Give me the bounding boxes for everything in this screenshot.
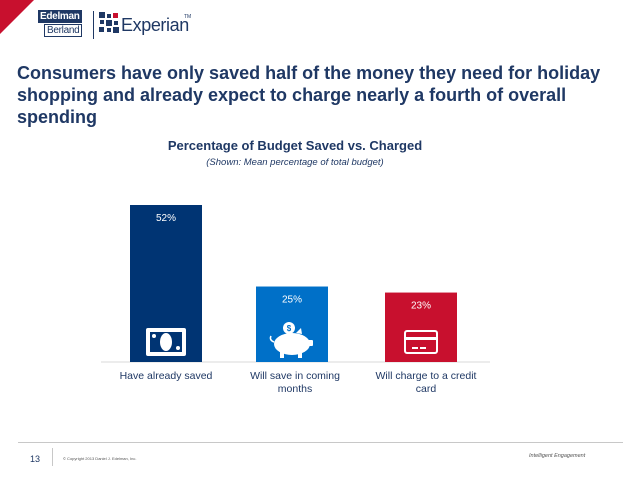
edelman-berland-logo: Edelman Berland [38,10,86,40]
chart-title: Percentage of Budget Saved vs. Charged [167,138,423,153]
category-label-will-charge: Will charge to a credit card [375,370,477,395]
category-label-will-save: Will save in coming months [250,370,340,395]
edelman-logo-text: Edelman [38,10,82,23]
experian-trademark: TM [184,14,192,20]
category-label-have-saved: Have already saved [119,370,213,382]
bar-value-label-1: 52% [156,213,176,224]
page-number-divider [52,448,53,466]
berland-logo-text: Berland [44,24,83,37]
logo-divider [93,11,94,39]
corner-accent [0,0,34,34]
footer-rule [18,442,623,443]
credit-card-icon [404,330,438,354]
cash-icon [146,328,186,356]
experian-mark-icon [99,12,119,33]
svg-text:$: $ [287,324,292,333]
slide-headline: Consumers have only saved half of the mo… [17,63,601,127]
footer-tagline: Intelligent Engagement [529,453,586,459]
page-number: 13 [30,454,41,464]
piggy-bank-icon: $ [269,322,313,358]
bar-value-label-3: 23% [411,301,431,312]
experian-logo: Experian TM [98,11,192,39]
copyright-text: © Copyright 2013 Daniel J. Edelman, Inc. [63,456,137,461]
bar-value-label-2: 25% [282,295,302,306]
chart-subtitle: (Shown: Mean percentage of total budget) [206,157,384,168]
experian-logo-text: Experian [121,15,189,35]
bar-3 [385,292,457,362]
